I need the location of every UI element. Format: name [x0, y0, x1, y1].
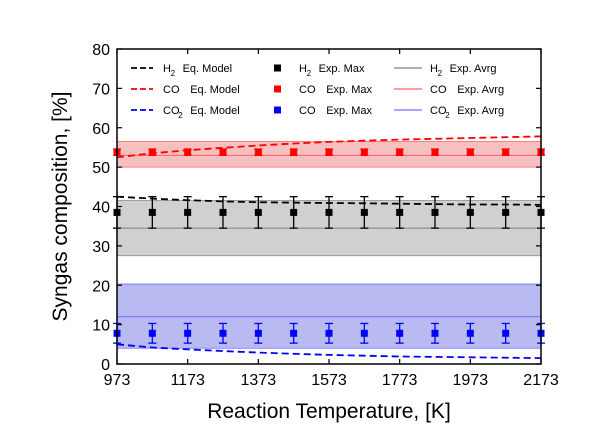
legend-label: CO — [430, 105, 447, 117]
y-tick-label: 60 — [92, 121, 110, 138]
legend-label-subscript: 2 — [307, 69, 312, 78]
y-axis-label: Syngas composition, [%] — [49, 92, 72, 322]
legend-label-tail: Exp. Avrg — [457, 105, 504, 117]
x-tick-label: 1173 — [170, 372, 205, 389]
x-tick-label: 1773 — [382, 372, 418, 389]
eq-model-line — [116, 343, 542, 359]
x-axis-label: Reaction Temperature, [K] — [207, 400, 451, 423]
exp-max-point — [431, 148, 439, 156]
exp-max-point — [184, 208, 192, 216]
exp-max-point — [254, 148, 262, 156]
legend-label-subscript: 2 — [178, 111, 183, 120]
legend-label: CO — [163, 84, 180, 96]
legend-swatch-square — [274, 85, 281, 93]
legend-label-tail: Exp. Avrg — [450, 63, 497, 75]
y-tick-label: 70 — [92, 81, 110, 98]
exp-max-point — [360, 148, 368, 156]
exp-max-point — [396, 208, 404, 216]
legend-label-tail: Eq. Model — [190, 84, 240, 96]
legend-swatch-square — [274, 106, 281, 114]
exp-max-point — [431, 208, 439, 216]
legend-label-subscript: 2 — [171, 69, 176, 78]
exp-max-point — [219, 208, 227, 216]
x-tick-label: 1573 — [311, 372, 347, 389]
exp-max-point — [466, 329, 474, 337]
exp-max-point — [360, 208, 368, 216]
legend-label: H — [430, 63, 438, 75]
exp-max-point — [325, 208, 333, 216]
exp-max-point — [502, 329, 510, 337]
legend-swatch-square — [274, 64, 281, 72]
y-tick-label: 10 — [92, 318, 110, 335]
y-tick-label: 0 — [101, 357, 110, 374]
exp-max-point — [184, 329, 192, 337]
y-tick-label: 20 — [92, 278, 110, 295]
exp-max-point — [184, 148, 192, 156]
legend-label-tail: Exp. Max — [326, 84, 372, 96]
legend-label-tail: Exp. Avrg — [457, 84, 504, 96]
exp-max-point — [502, 208, 510, 216]
y-tick-label: 40 — [92, 200, 110, 217]
x-tick-label: 1373 — [241, 372, 277, 389]
exp-max-point — [466, 208, 474, 216]
legend-label: CO — [299, 105, 316, 117]
exp-max-point — [254, 329, 262, 337]
y-tick-label: 50 — [92, 160, 110, 177]
exp-max-point — [360, 329, 368, 337]
legend-label-tail: Eq. Model — [190, 105, 240, 117]
exp-max-point — [148, 329, 156, 337]
legend-label: H — [163, 63, 171, 75]
y-tick-label: 80 — [92, 42, 110, 59]
exp-max-point — [396, 329, 404, 337]
eq-model-line — [116, 135, 542, 159]
exp-max-point — [219, 148, 227, 156]
legend-label-subscript: 2 — [438, 69, 443, 78]
legend-label-tail: Exp. Max — [326, 105, 372, 117]
legend-label-subscript: 2 — [445, 111, 450, 120]
eq-model-line — [116, 195, 542, 206]
legend-label: CO — [163, 105, 180, 117]
exp-max-point — [290, 329, 298, 337]
exp-max-point — [466, 148, 474, 156]
exp-max-point — [396, 148, 404, 156]
exp-max-point — [148, 208, 156, 216]
exp-max-point — [290, 148, 298, 156]
legend-label: H — [299, 63, 307, 75]
legend-label: CO — [430, 84, 447, 96]
exp-max-point — [219, 329, 227, 337]
exp-max-point — [148, 148, 156, 156]
legend-label-tail: Exp. Max — [319, 63, 365, 75]
exp-max-point — [290, 208, 298, 216]
x-tick-label: 2173 — [523, 372, 559, 389]
legend-label-tail: Eq. Model — [183, 63, 233, 75]
eq-model-lines — [116, 135, 542, 359]
exp-max-point — [325, 148, 333, 156]
legend-label: CO — [299, 84, 316, 96]
x-tick-label: 1973 — [453, 372, 489, 389]
exp-max-point — [431, 329, 439, 337]
exp-max-point — [502, 148, 510, 156]
exp-max-point — [325, 329, 333, 337]
axis-ticks: 973 1173 1373 1573 1773 1973 2173 0 10 20 30 40 50 60… — [92, 42, 559, 389]
exp-max-point — [254, 208, 262, 216]
y-tick-label: 30 — [92, 239, 110, 256]
x-tick-label: 973 — [104, 372, 131, 389]
